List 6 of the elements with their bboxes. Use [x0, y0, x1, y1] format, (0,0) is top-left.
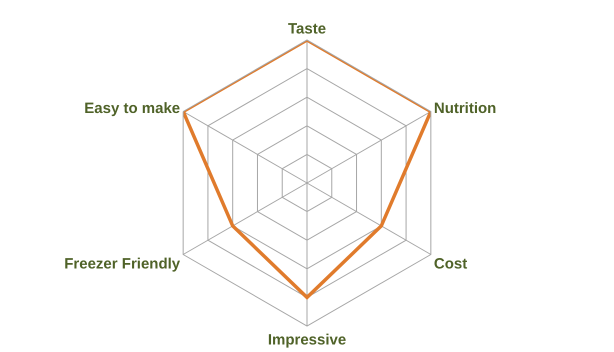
spoke-label: Nutrition [434, 100, 496, 117]
spoke-label: Impressive [268, 332, 346, 348]
spoke-label: Taste [288, 20, 326, 38]
spoke-label: Freezer Friendly [64, 255, 181, 272]
spoke-label: Easy to make [84, 100, 180, 117]
spoke-label: Cost [434, 255, 468, 272]
